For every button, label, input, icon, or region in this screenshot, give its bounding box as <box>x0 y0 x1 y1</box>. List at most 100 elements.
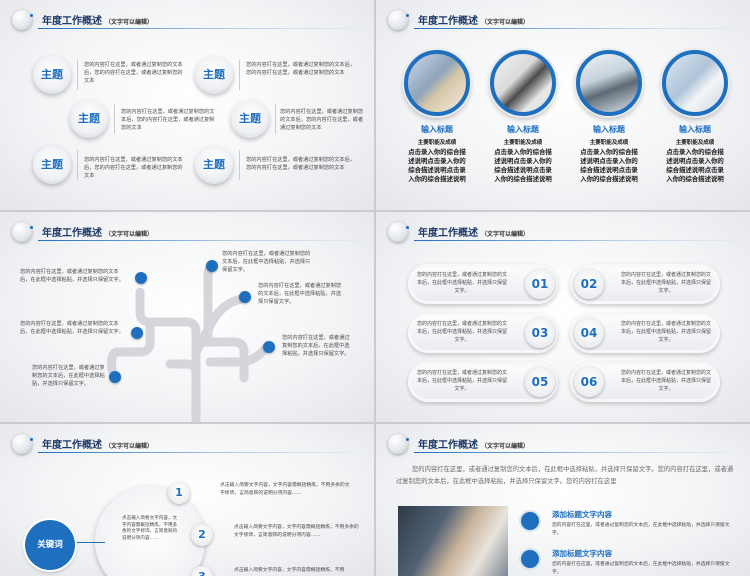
header-ball-icon <box>12 10 32 30</box>
divider <box>239 150 240 180</box>
node-dot[interactable] <box>109 371 121 383</box>
node-text: 您的内容打在这里，或者通过复制您的文本后，在此框中选择粘贴，并选择只保留文字。 <box>20 321 124 335</box>
center-circle <box>95 486 205 576</box>
laptop-photo <box>662 50 728 116</box>
step-number: 2 <box>191 524 213 546</box>
item-title: 输入标题 <box>593 125 625 134</box>
divider <box>77 60 78 90</box>
connector <box>75 542 105 543</box>
item-title: 输入标题 <box>507 125 539 134</box>
slide-title: 年度工作概述 （文字可以编辑） <box>418 228 530 239</box>
numbered-card[interactable]: 02 您的内容打在这里，或者通过复制您的文本后，在此框中选择粘贴，并选择只保留文… <box>570 264 720 304</box>
node-text: 您的内容打在这里，或者通过复制您的文本后，在此框中选择粘贴，并选择只保留文字。 <box>32 365 105 387</box>
slide-header: 年度工作概述 （文字可以编辑） <box>0 0 374 36</box>
divider <box>114 104 115 134</box>
divider <box>239 60 240 90</box>
numbered-card[interactable]: 06 您的内容打在这里，或者通过复制您的文本后，在此框中选择粘贴，并选择只保留文… <box>570 362 720 402</box>
slide-5-keyword[interactable]: 年度工作概述 （文字可以编辑） 点击输入简要文字内容，文字内容需概括精炼，不用多余… <box>0 424 374 576</box>
tree-branch <box>205 341 273 367</box>
tree-diagram <box>107 261 273 422</box>
topic-bubble[interactable]: 主题 <box>195 146 233 184</box>
item-group: 主要职能及成绩 <box>589 140 629 146</box>
header-ball-icon <box>388 10 408 30</box>
item-desc: 点击录入你的综合描述说明点击录入你的综合描述说明点击录入你的综合描述说明 <box>408 148 466 183</box>
card-number: 03 <box>525 318 555 348</box>
divider <box>77 150 78 180</box>
node-text: 您的内容打在这里，或者通过复制您的文本后，在此框中选择粘贴，并选择只保留文字。 <box>20 269 124 283</box>
topic-bubble[interactable]: 主题 <box>195 56 233 94</box>
slide-title: 年度工作概述 （文字可以编辑） <box>42 440 154 451</box>
step-number: 3 <box>191 566 213 576</box>
numbered-card[interactable]: 您的内容打在这里，或者通过复制您的文本后，在此框中选择粘贴，并选择只保留文字。 … <box>408 313 558 353</box>
slide-1-topics[interactable]: 年度工作概述 （文字可以编辑） 主题 您的内容打在这里，或者通过复制您的文本后，您… <box>0 0 374 210</box>
item-title: 添加标题文字内容 <box>552 510 612 519</box>
topic-bubble[interactable]: 主题 <box>70 100 108 138</box>
divider <box>275 104 276 134</box>
business-team-photo <box>490 50 556 116</box>
numbered-card[interactable]: 您的内容打在这里，或者通过复制您的文本后，在此框中选择粘贴，并选择只保留文字。 … <box>408 362 558 402</box>
header-rule <box>38 28 374 29</box>
header-ball-icon <box>388 222 408 242</box>
header-rule <box>414 28 750 29</box>
node-dot[interactable] <box>135 272 147 284</box>
item-desc: 点击录入你的综合描述说明点击录入你的综合描述说明点击录入你的综合描述说明 <box>666 148 724 183</box>
slide-header: 年度工作概述 （文字可以编辑） <box>376 212 750 248</box>
header-rule <box>414 240 750 241</box>
header-ball-icon <box>12 222 32 242</box>
slide-2-photos[interactable]: 年度工作概述 （文字可以编辑） 输入标题 主要职能及成绩 点击录入你的综合描述说明… <box>376 0 750 210</box>
node-dot[interactable] <box>239 291 251 303</box>
topic-bubble[interactable]: 主题 <box>33 146 71 184</box>
step-text: 点击输入简要文字内容，文字内容需概括精炼，不用多余的文字修饰，言简意赅的说明分项… <box>220 483 350 496</box>
tree-branch <box>203 261 217 347</box>
slide-header: 年度工作概述 （文字可以编辑） <box>376 0 750 36</box>
item-desc: 点击录入你的综合描述说明点击录入你的综合描述说明点击录入你的综合描述说明 <box>494 148 552 183</box>
card-text: 您的内容打在这里，或者通过复制您的文本后，在此框中选择粘贴，并选择只保留文字。 <box>416 272 507 294</box>
card-text: 您的内容打在这里，或者通过复制您的文本后，在此框中选择粘贴，并选择只保留文字。 <box>620 272 711 294</box>
slide-4-numbered[interactable]: 年度工作概述 （文字可以编辑） 您的内容打在这里，或者通过复制您的文本后，在此框中… <box>376 212 750 422</box>
card-text: 您的内容打在这里，或者通过复制您的文本后，在此框中选择粘贴，并选择只保留文字。 <box>620 370 711 392</box>
header-dot-icon <box>406 14 409 17</box>
intro-paragraph: 您的内容打在这里，或者通过复制您的文本后，在此框中选择粘贴，并选择只保留文字。您… <box>396 466 734 485</box>
header-rule <box>414 452 750 453</box>
card-text: 您的内容打在这里，或者通过复制您的文本后，在此框中选择粘贴，并选择只保留文字。 <box>620 321 711 343</box>
tree-branch <box>191 337 249 422</box>
keyword-badge[interactable]: 关键词 <box>25 520 75 570</box>
item-text: 您的内容打在这里，或者通过复制您的文本后，在此框中选择粘贴，并选择只保留文字。 <box>552 562 730 575</box>
item-group: 主要职能及成绩 <box>417 140 457 146</box>
numbered-card[interactable]: 04 您的内容打在这里，或者通过复制您的文本后，在此框中选择粘贴，并选择只保留文… <box>570 313 720 353</box>
slide-title: 年度工作概述 （文字可以编辑） <box>42 16 154 27</box>
topic-bubble[interactable]: 主题 <box>33 56 71 94</box>
item-group: 主要职能及成绩 <box>675 140 715 146</box>
slide-header: 年度工作概述 （文字可以编辑） <box>376 424 750 460</box>
node-dot[interactable] <box>131 327 143 339</box>
step-number: 1 <box>168 482 190 504</box>
item-title: 输入标题 <box>421 125 453 134</box>
pen-icon <box>521 512 539 530</box>
team-meeting-photo <box>404 50 470 116</box>
header-dot-icon <box>30 438 33 441</box>
slide-3-tree[interactable]: 年度工作概述 （文字可以编辑） 您的内容打在这里，或者通过复制您的文本后，在此框中… <box>0 212 374 422</box>
header-ball-icon <box>388 434 408 454</box>
card-number: 06 <box>574 367 604 397</box>
card-number: 01 <box>525 269 555 299</box>
node-text: 您的内容打在这里，或者通过复制您的文本后，在此框中选择粘贴，并选择只保留文字。 <box>258 283 342 305</box>
numbered-card[interactable]: 您的内容打在这里，或者通过复制您的文本后，在此框中选择粘贴，并选择只保留文字。 … <box>408 264 558 304</box>
tree-branch <box>135 287 201 367</box>
slide-title: 年度工作概述 （文字可以编辑） <box>418 16 530 27</box>
slide-title: 年度工作概述 （文字可以编辑） <box>418 440 530 451</box>
card-text: 您的内容打在这里，或者通过复制您的文本后，在此框中选择粘贴，并选择只保留文字。 <box>416 370 507 392</box>
slide-6-intro[interactable]: 年度工作概述 （文字可以编辑） 您的内容打在这里，或者通过复制您的文本后，在此框中… <box>376 424 750 576</box>
node-text: 您的内容打在这里，或者通过复制您的文本后，在此框中选择粘贴，并选择只保留文字。 <box>282 335 350 357</box>
header-dot-icon <box>406 438 409 441</box>
header-ball-icon <box>12 434 32 454</box>
topic-bubble[interactable]: 主题 <box>231 100 269 138</box>
header-dot-icon <box>30 14 33 17</box>
node-dot[interactable] <box>206 260 218 272</box>
slide-header: 年度工作概述 （文字可以编辑） <box>0 212 374 248</box>
people-icon <box>521 550 539 568</box>
node-text: 您的内容打在这里，或者通过复制您的文本后，在此框中选择粘贴，并选择只保留文字。 <box>222 251 311 273</box>
topic-text: 您的内容打在这里，或者通过复制您的文本后，您的内容打在这里，或者通过复制您的文本 <box>246 62 355 76</box>
topic-text: 您的内容打在这里，或者通过复制您的文本后，您的内容打在这里，或者通过复制您的文本 <box>121 109 215 131</box>
node-dot[interactable] <box>263 341 275 353</box>
item-desc: 点击录入你的综合描述说明点击录入你的综合描述说明点击录入你的综合描述说明 <box>580 148 638 183</box>
